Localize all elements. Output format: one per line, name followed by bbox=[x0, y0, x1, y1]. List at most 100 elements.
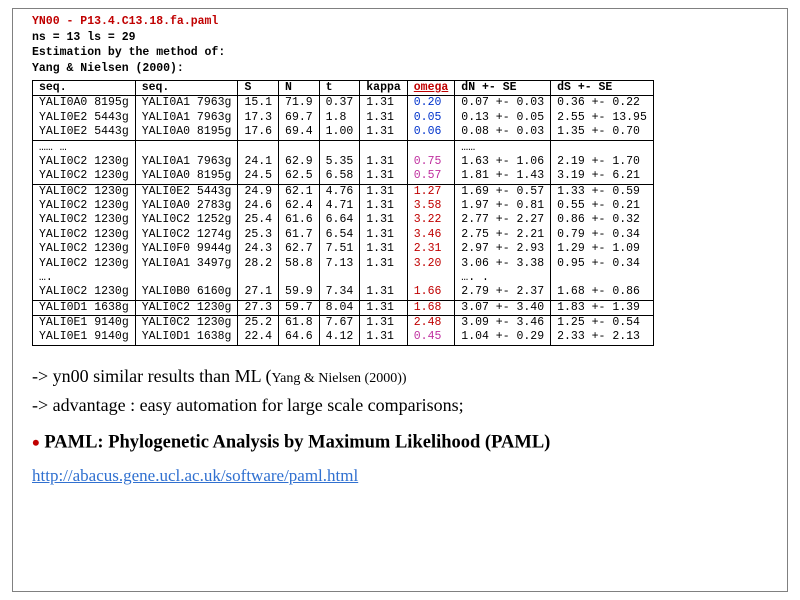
cell-ds: 3.19 +- 6.21 bbox=[551, 169, 654, 184]
cell-t: 1.8 bbox=[319, 111, 360, 125]
cell-s: 15.1 bbox=[238, 96, 279, 111]
cell-seq1: …. bbox=[33, 271, 136, 285]
cell-t bbox=[319, 271, 360, 285]
cell-ds: 1.25 +- 0.54 bbox=[551, 316, 654, 331]
cell-s: 25.4 bbox=[238, 213, 279, 227]
cell-seq1: YALI0C2 1230g bbox=[33, 155, 136, 169]
cell-n: 71.9 bbox=[279, 96, 320, 111]
cell-seq2 bbox=[135, 140, 238, 155]
cell-omega: 3.58 bbox=[407, 199, 455, 213]
cell-n: 61.7 bbox=[279, 228, 320, 242]
cell-t: 5.35 bbox=[319, 155, 360, 169]
cell-seq2: YALI0A1 7963g bbox=[135, 111, 238, 125]
cell-omega: 3.46 bbox=[407, 228, 455, 242]
cell-s: 28.2 bbox=[238, 257, 279, 271]
cell-omega: 3.20 bbox=[407, 257, 455, 271]
cell-omega: 1.27 bbox=[407, 184, 455, 199]
cell-kappa: 1.31 bbox=[360, 257, 408, 271]
cell-ds: 0.79 +- 0.34 bbox=[551, 228, 654, 242]
cell-seq1: YALI0C2 1230g bbox=[33, 213, 136, 227]
col-n: N bbox=[279, 81, 320, 96]
cell-seq2: YALI0A0 8195g bbox=[135, 125, 238, 140]
cell-seq2: YALI0C2 1252g bbox=[135, 213, 238, 227]
cell-omega: 2.48 bbox=[407, 316, 455, 331]
cell-seq2: YALI0F0 9944g bbox=[135, 242, 238, 256]
cell-t: 6.58 bbox=[319, 169, 360, 184]
cell-n: 58.8 bbox=[279, 257, 320, 271]
cell-s: 24.9 bbox=[238, 184, 279, 199]
cell-n: 62.9 bbox=[279, 155, 320, 169]
cell-omega: 0.75 bbox=[407, 155, 455, 169]
table-row: YALI0C2 1230gYALI0C2 1274g25.361.76.541.… bbox=[33, 228, 654, 242]
col-dn: dN +- SE bbox=[455, 81, 551, 96]
cell-kappa bbox=[360, 271, 408, 285]
table-row: …… ……… bbox=[33, 140, 654, 155]
cell-kappa: 1.31 bbox=[360, 316, 408, 331]
note-yn00-a: -> yn00 similar results than ML ( bbox=[32, 366, 271, 386]
results-table: seq. seq. S N t kappa omega dN +- SE dS … bbox=[32, 80, 654, 346]
omega-header-text: omega bbox=[414, 81, 449, 94]
col-kappa: kappa bbox=[360, 81, 408, 96]
cell-omega: 0.05 bbox=[407, 111, 455, 125]
table-row: YALI0C2 1230gYALI0A1 7963g24.162.95.351.… bbox=[33, 155, 654, 169]
omega-value: 0.57 bbox=[414, 169, 442, 182]
cell-n: 69.4 bbox=[279, 125, 320, 140]
cell-kappa: 1.31 bbox=[360, 199, 408, 213]
cell-seq2: YALI0C2 1230g bbox=[135, 300, 238, 315]
cell-t bbox=[319, 140, 360, 155]
paml-link[interactable]: http://abacus.gene.ucl.ac.uk/software/pa… bbox=[32, 466, 358, 486]
cell-omega: 0.06 bbox=[407, 125, 455, 140]
cell-t: 8.04 bbox=[319, 300, 360, 315]
cell-n bbox=[279, 271, 320, 285]
omega-value: 2.31 bbox=[414, 242, 442, 255]
cell-s: 27.1 bbox=[238, 285, 279, 300]
paml-header-line3: Estimation by the method of: bbox=[32, 45, 768, 61]
cell-ds: 0.55 +- 0.21 bbox=[551, 199, 654, 213]
omega-value: 0.06 bbox=[414, 125, 442, 138]
cell-t: 0.37 bbox=[319, 96, 360, 111]
cell-kappa: 1.31 bbox=[360, 242, 408, 256]
cell-n: 62.7 bbox=[279, 242, 320, 256]
cell-seq1: YALI0C2 1230g bbox=[33, 257, 136, 271]
cell-seq2: YALI0B0 6160g bbox=[135, 285, 238, 300]
table-row: YALI0E2 5443gYALI0A0 8195g17.669.41.001.… bbox=[33, 125, 654, 140]
cell-n: 69.7 bbox=[279, 111, 320, 125]
cell-kappa: 1.31 bbox=[360, 213, 408, 227]
cell-s bbox=[238, 271, 279, 285]
note-yn00: -> yn00 similar results than ML (Yang & … bbox=[32, 366, 768, 387]
omega-value: 2.48 bbox=[414, 316, 442, 329]
cell-ds: 1.29 +- 1.09 bbox=[551, 242, 654, 256]
cell-ds: 1.83 +- 1.39 bbox=[551, 300, 654, 315]
cell-s: 27.3 bbox=[238, 300, 279, 315]
cell-seq1: YALI0C2 1230g bbox=[33, 285, 136, 300]
cell-s: 24.1 bbox=[238, 155, 279, 169]
cell-kappa: 1.31 bbox=[360, 184, 408, 199]
cell-dn: …… bbox=[455, 140, 551, 155]
cell-omega: 3.22 bbox=[407, 213, 455, 227]
paml-title-text: PAML: Phylogenetic Analysis by Maximum L… bbox=[44, 432, 550, 452]
cell-s: 25.2 bbox=[238, 316, 279, 331]
cell-seq2 bbox=[135, 271, 238, 285]
cell-seq1: YALI0E2 5443g bbox=[33, 125, 136, 140]
cell-ds: 2.55 +- 13.95 bbox=[551, 111, 654, 125]
ellipsis-marker: …. . bbox=[461, 271, 489, 284]
cell-seq2: YALI0A1 7963g bbox=[135, 96, 238, 111]
cell-t: 4.12 bbox=[319, 330, 360, 345]
cell-dn: 2.77 +- 2.27 bbox=[455, 213, 551, 227]
cell-ds: 0.95 +- 0.34 bbox=[551, 257, 654, 271]
cell-seq1: YALI0D1 1638g bbox=[33, 300, 136, 315]
cell-dn: 3.09 +- 3.46 bbox=[455, 316, 551, 331]
cell-seq2: YALI0C2 1230g bbox=[135, 316, 238, 331]
cell-seq1: YALI0C2 1230g bbox=[33, 242, 136, 256]
cell-n: 64.6 bbox=[279, 330, 320, 345]
cell-omega: 0.45 bbox=[407, 330, 455, 345]
cell-t: 4.71 bbox=[319, 199, 360, 213]
cell-n: 62.4 bbox=[279, 199, 320, 213]
table-row: YALI0D1 1638gYALI0C2 1230g27.359.78.041.… bbox=[33, 300, 654, 315]
cell-seq2: YALI0D1 1638g bbox=[135, 330, 238, 345]
cell-seq2: YALI0A1 3497g bbox=[135, 257, 238, 271]
cell-dn: 1.63 +- 1.06 bbox=[455, 155, 551, 169]
ellipsis-marker: …… bbox=[461, 141, 475, 154]
cell-n bbox=[279, 140, 320, 155]
cell-ds: 2.19 +- 1.70 bbox=[551, 155, 654, 169]
